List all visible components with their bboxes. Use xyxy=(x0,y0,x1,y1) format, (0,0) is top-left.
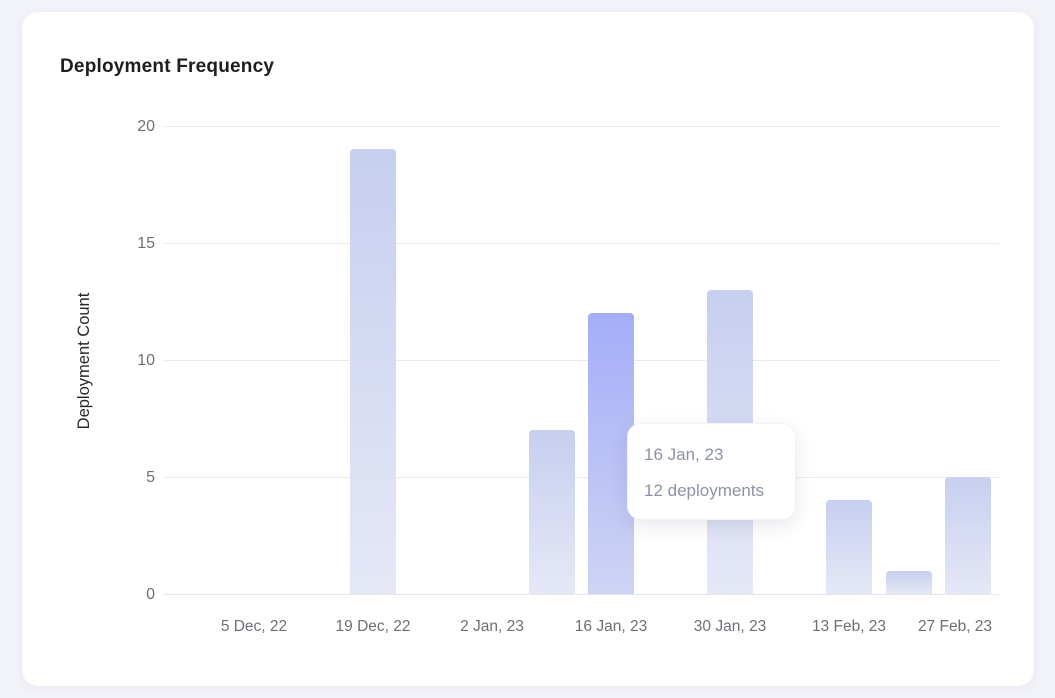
bar-16-jan-23[interactable] xyxy=(588,313,634,594)
tooltip-date: 16 Jan, 23 xyxy=(644,445,724,464)
x-tick-19-dec-22: 19 Dec, 22 xyxy=(335,618,411,635)
x-tick-30-jan-23: 30 Jan, 23 xyxy=(693,618,767,635)
x-tick-5-dec-22: 5 Dec, 22 xyxy=(220,618,288,635)
y-tick-10: 10 xyxy=(137,352,155,369)
x-tick-13-feb-23: 13 Feb, 23 xyxy=(811,618,887,635)
gridline-y-5 xyxy=(163,477,999,478)
x-tick-27-feb-23: 27 Feb, 23 xyxy=(917,618,993,635)
gridline-y-15 xyxy=(163,243,999,244)
y-tick-0: 0 xyxy=(146,586,155,603)
chart-tooltip: 16 Jan, 23 12 deployments xyxy=(627,423,796,520)
x-tick-16-jan-23: 16 Jan, 23 xyxy=(574,618,648,635)
bar-19-dec-22[interactable] xyxy=(350,149,396,594)
y-tick-20: 20 xyxy=(137,118,155,135)
bar-27-feb-23[interactable] xyxy=(945,477,991,594)
bar-13-feb-23[interactable] xyxy=(826,500,872,594)
bar-9-jan-23[interactable] xyxy=(528,430,575,594)
deployment-frequency-card: Deployment Frequency Deployment Count 0 5… xyxy=(22,12,1034,686)
y-tick-5: 5 xyxy=(146,469,155,486)
y-tick-15: 15 xyxy=(137,235,155,252)
gridline-y-0 xyxy=(163,594,999,595)
gridline-y-10 xyxy=(163,360,999,361)
tooltip-value: 12 deployments xyxy=(644,481,765,500)
y-axis-label: Deployment Count xyxy=(75,292,93,430)
chart-title: Deployment Frequency xyxy=(60,56,275,77)
bar-20-feb-23[interactable] xyxy=(885,570,932,594)
x-tick-2-jan-23: 2 Jan, 23 xyxy=(460,618,524,635)
gridline-y-20 xyxy=(163,126,999,127)
